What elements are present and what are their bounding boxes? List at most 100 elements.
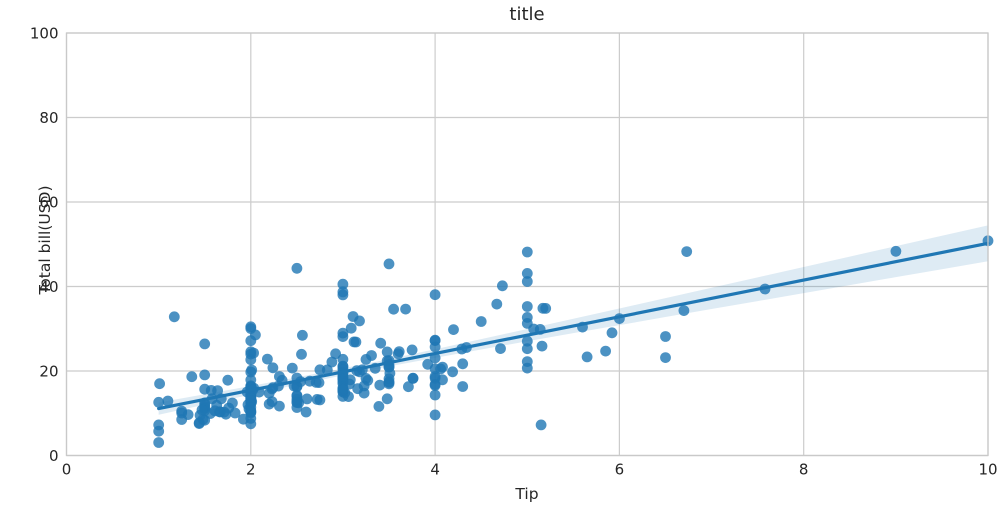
x-tick-label: 6 [615, 461, 625, 479]
y-tick-label: 20 [39, 363, 58, 381]
scatter-point [220, 408, 232, 420]
scatter-point [209, 405, 221, 417]
scatter-point [245, 366, 257, 378]
scatter-point [381, 393, 393, 405]
y-tick-label: 40 [39, 278, 58, 296]
scatter-point [660, 352, 671, 363]
scatter-point [154, 378, 166, 390]
scatter-point [491, 298, 503, 310]
scatter-point [521, 276, 533, 287]
scatter-point [457, 358, 469, 370]
regression-line [157, 241, 990, 411]
scatter-point [448, 324, 459, 335]
x-tick-label: 0 [62, 461, 72, 479]
scatter-point [245, 323, 257, 334]
scatter-point [199, 338, 211, 350]
scatter-point [337, 384, 349, 396]
scatter-point [403, 381, 414, 393]
scatter-point [229, 407, 241, 419]
scatter-point [238, 413, 249, 425]
scatter-point [301, 393, 313, 405]
scatter-point [392, 348, 404, 360]
scatter-point [267, 362, 279, 374]
scatter-point [337, 286, 349, 298]
scatter-point [536, 340, 548, 352]
scatter-point [296, 348, 307, 360]
scatter-point [245, 407, 257, 419]
scatter-point [153, 437, 165, 448]
scatter-point [262, 353, 273, 365]
scatter-point [374, 379, 386, 391]
scatter-point [521, 301, 533, 312]
y-tick-label: 60 [39, 194, 58, 212]
scatter-point [330, 348, 341, 360]
scatter-point [291, 381, 303, 393]
scatter-point [337, 278, 349, 290]
scatter-point [286, 362, 298, 374]
scatter-point [245, 374, 257, 386]
scatter-point [212, 385, 224, 396]
scatter-point [326, 356, 338, 368]
scatter-point [429, 363, 441, 375]
scatter-point [345, 322, 357, 334]
scatter-point [388, 303, 399, 315]
scatter-point [535, 419, 547, 431]
scatter-point [313, 377, 325, 388]
scatter-point [447, 366, 458, 378]
scatter-point [890, 245, 902, 257]
scatter-point [245, 335, 257, 347]
scatter-point [291, 262, 303, 274]
y-tick-label: 0 [49, 447, 59, 465]
scatter-point [606, 327, 618, 339]
scatter-point [521, 246, 533, 258]
scatter-point [581, 351, 593, 363]
scatter-point [176, 407, 188, 419]
scatter-point [337, 331, 349, 342]
scatter-point [400, 303, 411, 315]
scatter-point [678, 305, 690, 316]
scatter-point [199, 383, 211, 395]
scatter-point [291, 394, 303, 405]
scatter-point [300, 406, 312, 418]
y-tick-label: 100 [30, 25, 59, 43]
scatter-point [521, 343, 533, 355]
x-tick-label: 2 [246, 461, 256, 479]
scatter-point [297, 329, 308, 341]
scatter-point [429, 371, 441, 382]
scatter-point [406, 344, 418, 356]
scatter-point [153, 419, 165, 431]
scatter-point [429, 389, 441, 401]
scatter-point [457, 381, 469, 392]
axes-spines [65, 32, 989, 457]
scatter-point [245, 395, 257, 406]
scatter-point [521, 268, 533, 279]
scatter-point [193, 417, 205, 429]
scatter-point [196, 404, 208, 416]
scatter-point [407, 373, 419, 384]
scatter-point [373, 401, 385, 412]
scatter-point [168, 311, 180, 323]
scatter-point [360, 354, 372, 365]
scatter-point [537, 302, 549, 314]
scatter-point [162, 395, 174, 407]
scatter-point [521, 335, 533, 347]
scatter-point [263, 387, 275, 399]
y-tick-label: 80 [39, 109, 58, 127]
scatter-point [600, 345, 611, 357]
scatter-point [383, 258, 395, 270]
scatter-point [429, 409, 441, 421]
chart-title: title [509, 4, 545, 25]
scatter-point [383, 373, 395, 385]
scatter-point [375, 337, 387, 349]
scatter-point [350, 336, 362, 348]
scatter-point [274, 371, 285, 382]
scatter-point [245, 354, 257, 366]
scatter-point [263, 398, 275, 410]
scatter-point [495, 343, 506, 354]
scatter-point [681, 246, 693, 257]
scatter-point [186, 371, 198, 383]
scatter-point [222, 374, 234, 386]
scatter-point [521, 312, 533, 323]
scatter-point [153, 396, 165, 408]
